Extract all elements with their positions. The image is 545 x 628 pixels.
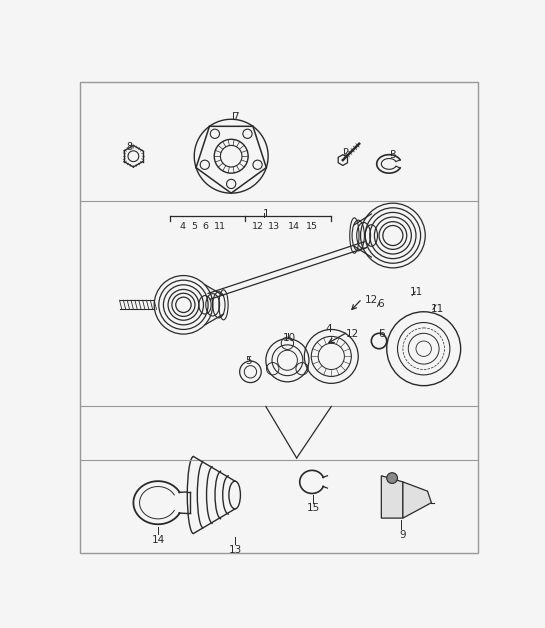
Text: 4: 4 bbox=[326, 324, 332, 334]
Text: 7: 7 bbox=[232, 112, 238, 122]
Text: 5: 5 bbox=[245, 357, 251, 366]
Text: 12: 12 bbox=[346, 330, 360, 340]
Text: 6: 6 bbox=[378, 328, 385, 338]
Text: 12: 12 bbox=[252, 222, 264, 232]
Text: 11: 11 bbox=[410, 287, 423, 297]
Text: 11: 11 bbox=[431, 304, 444, 314]
Text: 14: 14 bbox=[152, 535, 165, 545]
Circle shape bbox=[387, 473, 397, 484]
Text: 13: 13 bbox=[268, 222, 280, 232]
Text: 1: 1 bbox=[263, 208, 269, 219]
Text: 4: 4 bbox=[180, 222, 186, 232]
Text: 2: 2 bbox=[342, 148, 348, 158]
Text: 3: 3 bbox=[390, 150, 396, 160]
Text: 5: 5 bbox=[191, 222, 197, 232]
Text: 6: 6 bbox=[202, 222, 208, 232]
Polygon shape bbox=[403, 482, 432, 518]
Text: 11: 11 bbox=[214, 222, 226, 232]
Text: 10: 10 bbox=[283, 333, 296, 342]
Text: 12: 12 bbox=[365, 295, 378, 305]
Text: 15: 15 bbox=[306, 222, 318, 232]
Polygon shape bbox=[382, 476, 403, 518]
Text: 9: 9 bbox=[399, 529, 406, 539]
Text: 14: 14 bbox=[288, 222, 300, 232]
Text: 13: 13 bbox=[228, 545, 241, 555]
Text: 6: 6 bbox=[377, 299, 384, 308]
Text: 15: 15 bbox=[307, 504, 320, 514]
Text: 8: 8 bbox=[126, 143, 132, 153]
